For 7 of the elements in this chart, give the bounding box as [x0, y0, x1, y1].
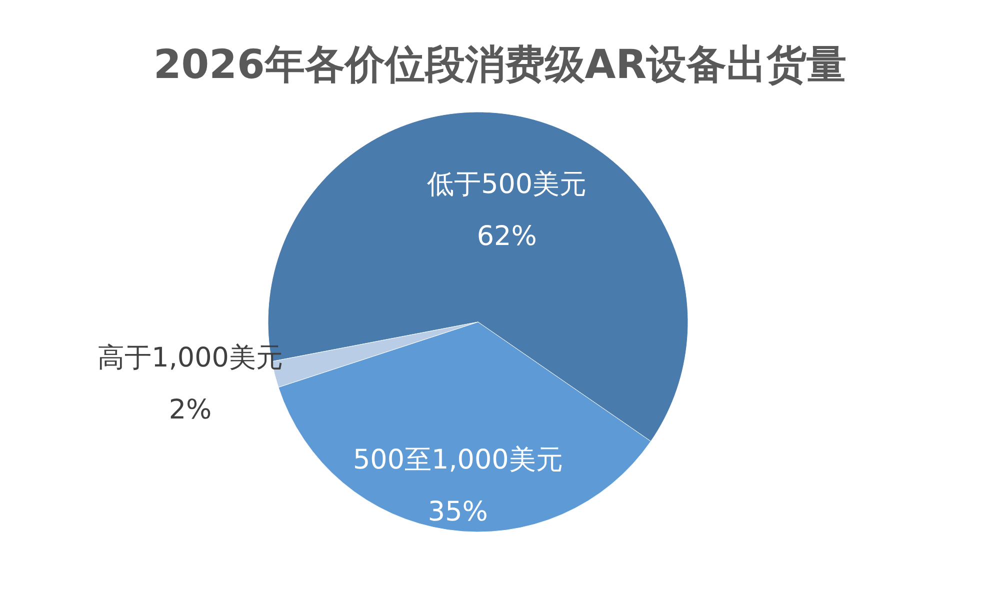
- slice-label: 500至1,000美元: [352, 444, 563, 476]
- data-label: 62%: [476, 221, 537, 252]
- chart-title: 2026年各价位段消费级AR设备出货量: [153, 42, 847, 88]
- data-label: 2%: [168, 394, 212, 426]
- slice-label: 高于1,000美元: [98, 342, 283, 374]
- slice-label: 低于500美元: [427, 169, 587, 200]
- data-label: 35%: [428, 496, 488, 528]
